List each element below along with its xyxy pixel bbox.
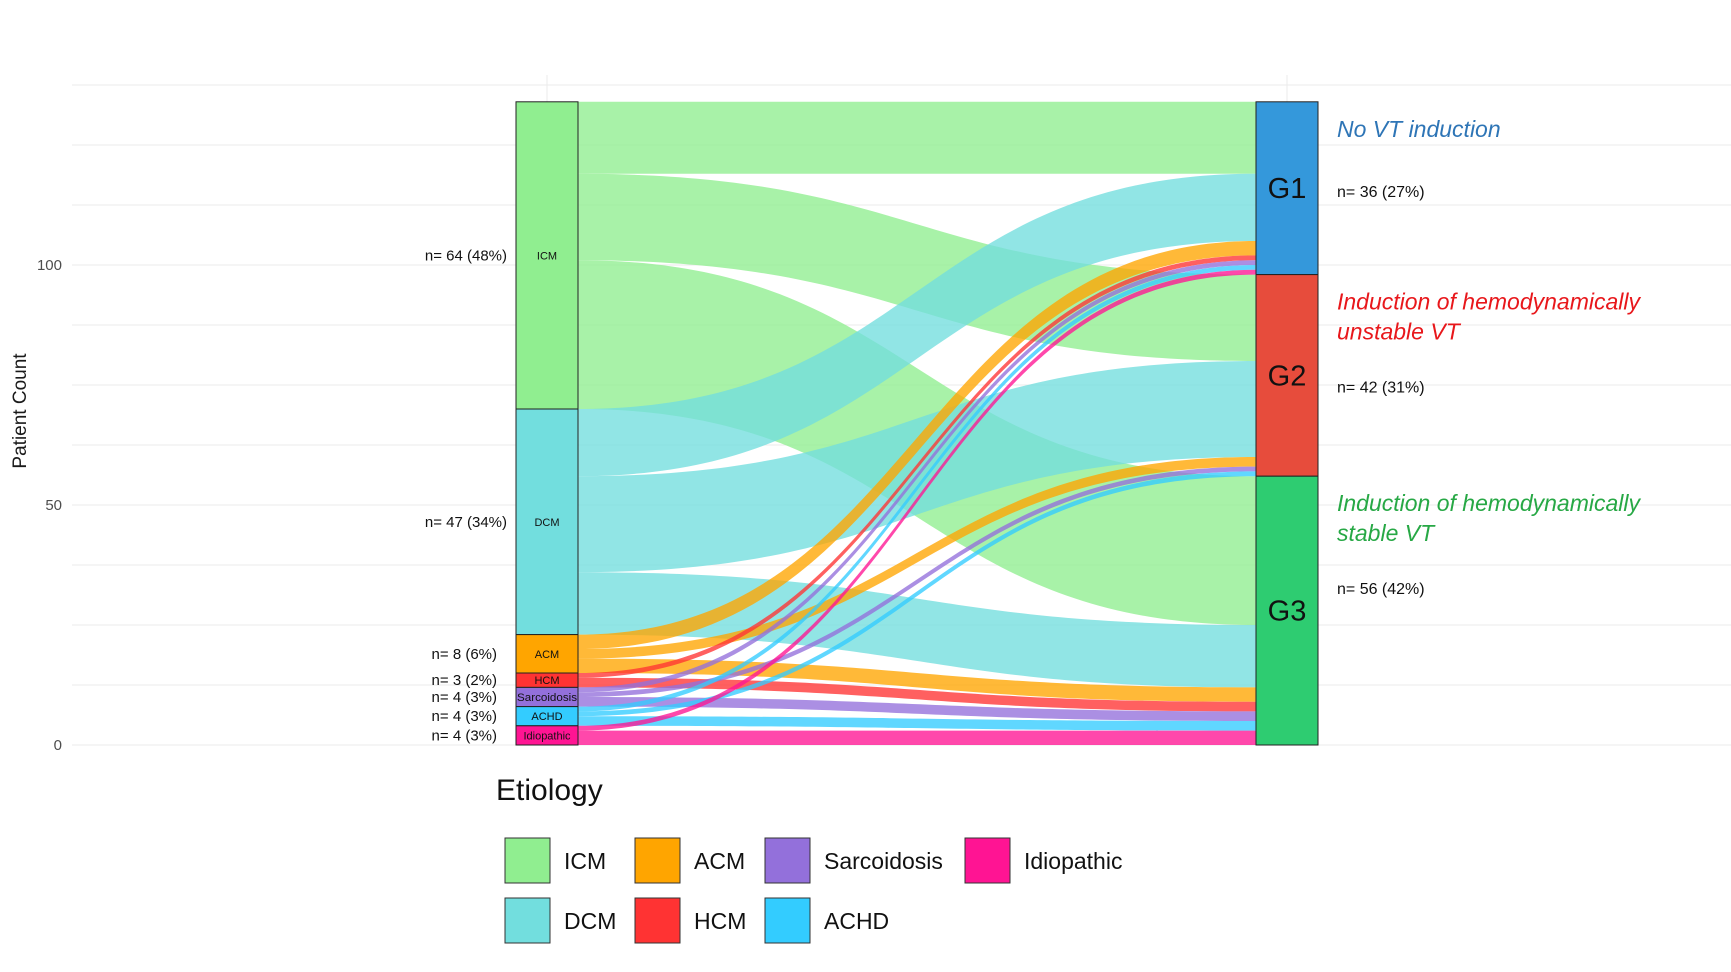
node-icm [515, 101, 579, 410]
node-label-achd: ACHD [531, 711, 562, 723]
flow-idiopathic-to-g3 [578, 730, 1256, 745]
legend-label-dcm: DCM [564, 908, 616, 934]
node-label-dcm: DCM [534, 517, 559, 529]
flow-achd-to-g2 [578, 471, 1256, 717]
count-label-dcm: n= 47 (34%) [425, 514, 507, 531]
flow-dcm-to-g1 [578, 173, 1256, 477]
node-idiopathic [515, 725, 579, 746]
node-label-sarcoidosis: Sarcoidosis [517, 692, 578, 704]
group-label-g2: G2 [1268, 360, 1307, 392]
y-axis-label: Patient Count [10, 353, 31, 469]
flows [578, 101, 1256, 745]
legend-label-hcm: HCM [694, 908, 746, 934]
legend: Etiology ICM ACM Sarcoidosis Idiopathic DCM H… [496, 774, 1122, 944]
group-count-g2: n= 42 (31%) [1337, 380, 1425, 397]
count-label-icm: n= 64 (48%) [425, 247, 507, 264]
count-label-hcm: n= 3 (2%) [432, 672, 497, 689]
count-label-sarcoidosis: n= 4 (3%) [432, 689, 497, 706]
group-label-g3: G3 [1268, 596, 1307, 628]
flow-sarcoidosis-to-g1 [578, 260, 1256, 693]
node-g3 [1255, 475, 1319, 746]
legend-label-sarcoidosis: Sarcoidosis [824, 848, 943, 874]
node-label-hcm: HCM [534, 675, 559, 687]
y-axis-ticks: 0 50 100 [37, 257, 62, 754]
legend-swatch-acm [634, 837, 681, 884]
count-label-acm: n= 8 (6%) [432, 646, 497, 663]
node-acm [515, 634, 579, 674]
flow-acm-to-g2 [578, 457, 1256, 659]
legend-label-achd: ACHD [824, 908, 889, 934]
count-label-idiopathic: n= 4 (3%) [432, 727, 497, 744]
node-dcm [515, 408, 579, 636]
legend-title: Etiology [496, 774, 603, 807]
count-label-achd: n= 4 (3%) [432, 708, 497, 725]
flow-idiopathic-to-g1 [578, 269, 1256, 731]
flow-icm-to-g1 [578, 101, 1256, 174]
legend-label-acm: ACM [694, 848, 745, 874]
group-count-g1: n= 36 (27%) [1337, 184, 1425, 201]
y-tick-0: 0 [54, 737, 62, 754]
group-label-g1: G1 [1268, 173, 1307, 205]
etiology-nodes: ICM n= 64 (48%) DCM n= 47 (34%) ACM n= 8 (6%)… [425, 101, 579, 746]
flow-achd-to-g3 [578, 716, 1256, 731]
node-g2 [1255, 274, 1319, 477]
group-title-g3: Induction of hemodynamically stable VT [1337, 490, 1641, 546]
legend-swatch-sarcoidosis [764, 837, 811, 884]
legend-swatch-dcm [504, 897, 551, 944]
legend-swatch-hcm [634, 897, 681, 944]
y-tick-100: 100 [37, 257, 62, 274]
flow-sarcoidosis-to-g2 [578, 466, 1256, 697]
group-count-g3: n= 56 (42%) [1337, 581, 1425, 598]
node-label-acm: ACM [535, 649, 559, 661]
legend-label-icm: ICM [564, 848, 606, 874]
flow-achd-to-g1 [578, 265, 1256, 712]
node-label-idiopathic: Idiopathic [523, 730, 571, 742]
group-nodes: G1 G2 G3 [1255, 101, 1319, 746]
y-tick-50: 50 [45, 497, 62, 514]
node-g1 [1255, 101, 1319, 276]
node-label-icm: ICM [537, 250, 557, 262]
group-title-g1: No VT induction [1337, 116, 1501, 142]
legend-swatch-idiopathic [964, 837, 1011, 884]
flow-sarcoidosis-to-g3 [578, 697, 1256, 721]
legend-swatch-achd [764, 897, 811, 944]
flow-acm-to-g1 [578, 241, 1256, 649]
flow-hcm-to-g1 [578, 255, 1256, 678]
legend-swatch-icm [504, 837, 551, 884]
group-title-g2: Induction of hemodynamically unstable VT [1337, 289, 1641, 345]
legend-label-idiopathic: Idiopathic [1024, 848, 1122, 874]
group-annotations: No VT induction n= 36 (27%) Induction of h… [1337, 116, 1641, 598]
